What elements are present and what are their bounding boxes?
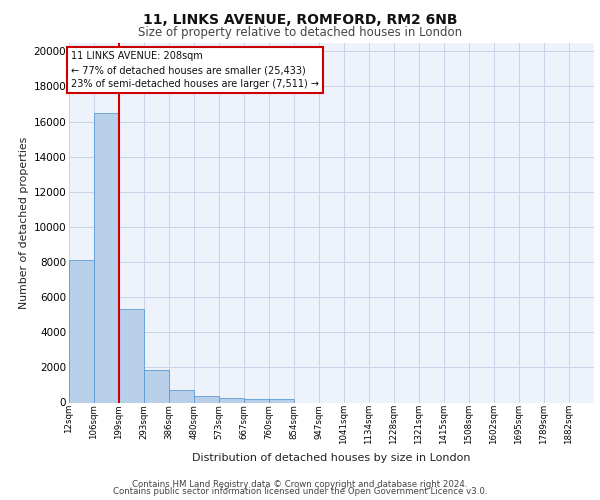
Text: Size of property relative to detached houses in London: Size of property relative to detached ho… — [138, 26, 462, 39]
Bar — [269, 400, 294, 402]
Bar — [169, 390, 194, 402]
Y-axis label: Number of detached properties: Number of detached properties — [19, 136, 29, 308]
Bar — [119, 310, 144, 402]
Bar — [69, 260, 94, 402]
Bar — [219, 398, 244, 402]
Text: Contains public sector information licensed under the Open Government Licence v3: Contains public sector information licen… — [113, 488, 487, 496]
Bar — [94, 112, 119, 403]
Text: 11, LINKS AVENUE, ROMFORD, RM2 6NB: 11, LINKS AVENUE, ROMFORD, RM2 6NB — [143, 12, 457, 26]
Bar — [244, 399, 269, 402]
Text: Contains HM Land Registry data © Crown copyright and database right 2024.: Contains HM Land Registry data © Crown c… — [132, 480, 468, 489]
Bar — [144, 370, 169, 402]
Bar — [194, 396, 219, 402]
X-axis label: Distribution of detached houses by size in London: Distribution of detached houses by size … — [192, 452, 471, 462]
Text: 11 LINKS AVENUE: 208sqm
← 77% of detached houses are smaller (25,433)
23% of sem: 11 LINKS AVENUE: 208sqm ← 77% of detache… — [71, 52, 319, 90]
